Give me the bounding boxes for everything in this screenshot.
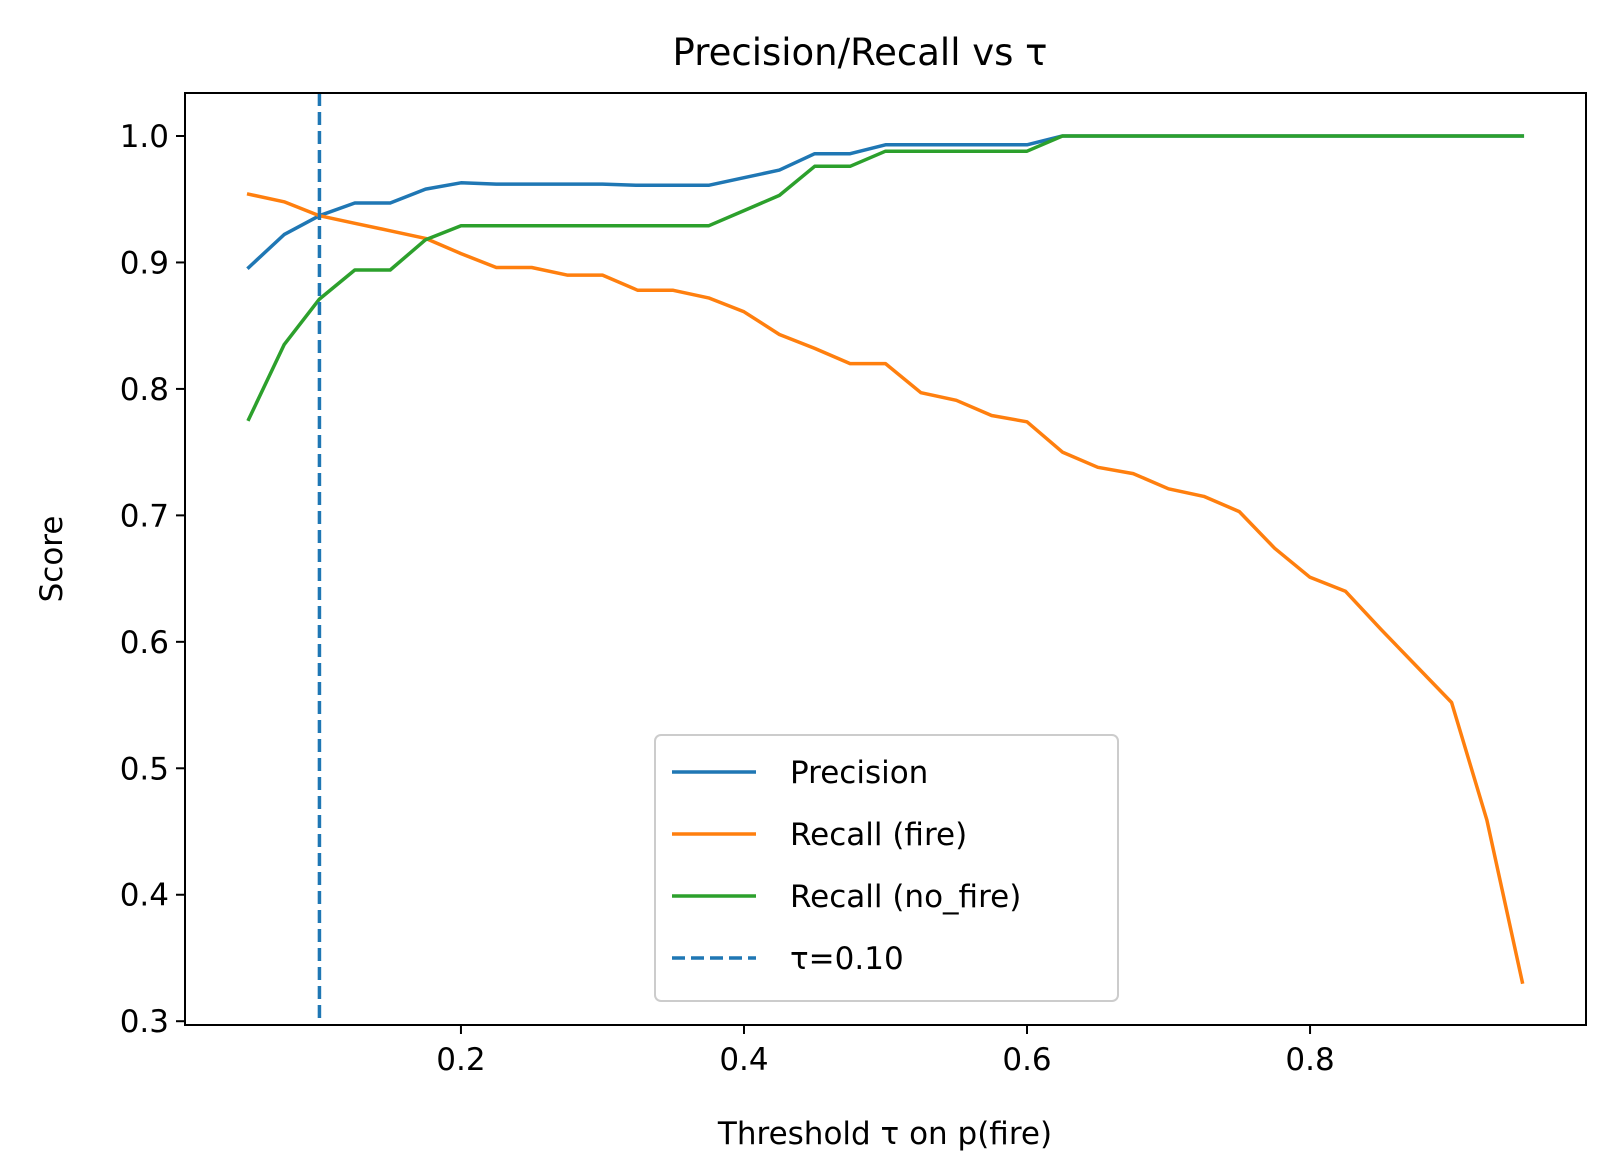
legend-label-0: Precision	[790, 755, 928, 791]
x-tick-label: 0.4	[719, 1042, 768, 1078]
x-axis-label: Threshold τ on p(fire)	[717, 1116, 1052, 1152]
x-axis: 0.2 0.4 0.6 0.8	[436, 1025, 1335, 1078]
y-tick-label: 0.9	[120, 245, 169, 281]
x-tick-label: 0.2	[436, 1042, 485, 1078]
series-line-1	[246, 192, 1525, 985]
legend-label-3: τ=0.10	[790, 941, 904, 977]
x-tick-label: 0.6	[1002, 1042, 1051, 1078]
y-tick-label: 0.5	[120, 751, 169, 787]
series-line-2	[246, 134, 1525, 422]
y-tick-label: 0.4	[120, 878, 169, 914]
y-axis-label: Score	[34, 516, 70, 603]
legend-label-2: Recall (no_fire)	[790, 879, 1021, 915]
y-tick-label: 0.3	[120, 1004, 169, 1040]
legend-items: Precision Recall (fire) Recall (no_fire) τ=…	[672, 755, 1021, 977]
legend: Precision Recall (fire) Recall (no_fire) τ=…	[654, 734, 1119, 1002]
legend-label-1: Recall (fire)	[790, 817, 967, 853]
y-tick-label: 1.0	[120, 119, 169, 155]
y-tick-label: 0.6	[120, 625, 169, 661]
axes-frame	[184, 92, 1587, 1026]
y-axis: 0.3 0.4 0.5 0.6 0.7 0.8 0.9 1.0	[120, 119, 185, 1040]
y-tick-label: 0.8	[120, 372, 169, 408]
x-tick-label: 0.8	[1285, 1042, 1334, 1078]
series-layer	[246, 93, 1525, 1025]
chart-title: Precision/Recall vs τ	[673, 31, 1048, 74]
y-tick-label: 0.7	[120, 498, 169, 534]
legend-box	[654, 734, 1119, 1002]
